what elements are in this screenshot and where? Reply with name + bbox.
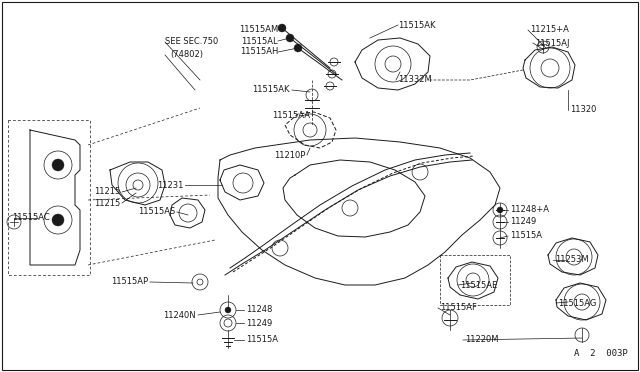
- Circle shape: [294, 44, 302, 52]
- Text: 11515AJ: 11515AJ: [535, 38, 570, 48]
- Circle shape: [286, 34, 294, 42]
- Text: SEE SEC.750: SEE SEC.750: [165, 38, 218, 46]
- Text: 11253M: 11253M: [555, 256, 589, 264]
- Text: 11515AE: 11515AE: [460, 280, 497, 289]
- Circle shape: [497, 207, 503, 213]
- Circle shape: [278, 24, 286, 32]
- Text: 11515AK: 11515AK: [398, 20, 435, 29]
- Text: 11249: 11249: [246, 318, 272, 327]
- Text: 11515AF: 11515AF: [440, 304, 477, 312]
- Text: 11210P: 11210P: [274, 151, 305, 160]
- Text: 11515AG: 11515AG: [558, 298, 596, 308]
- Text: 11215: 11215: [93, 199, 120, 208]
- Text: 11515AS: 11515AS: [138, 208, 175, 217]
- Text: 11215: 11215: [93, 187, 120, 196]
- Text: 11248+A: 11248+A: [510, 205, 549, 215]
- Circle shape: [52, 159, 64, 171]
- Text: 11515AM: 11515AM: [239, 26, 278, 35]
- Text: 11515A: 11515A: [510, 231, 542, 241]
- Text: 11332M: 11332M: [398, 76, 432, 84]
- Text: 11240N: 11240N: [163, 311, 196, 320]
- Circle shape: [52, 214, 64, 226]
- Text: 11515AL: 11515AL: [241, 36, 278, 45]
- Text: 11249: 11249: [510, 218, 536, 227]
- Text: 11320: 11320: [570, 106, 596, 115]
- Text: 11515AA: 11515AA: [272, 110, 310, 119]
- Text: 11231: 11231: [157, 180, 183, 189]
- Text: (74802): (74802): [170, 51, 203, 60]
- Text: 11515AP: 11515AP: [111, 278, 148, 286]
- Text: 11215+A: 11215+A: [530, 26, 569, 35]
- Text: 11515AC: 11515AC: [12, 214, 50, 222]
- Text: 11515A: 11515A: [246, 336, 278, 344]
- Text: 11515AH: 11515AH: [239, 48, 278, 57]
- Text: 11248: 11248: [246, 305, 273, 314]
- Text: 11515AK: 11515AK: [253, 86, 290, 94]
- Text: A  2  003P: A 2 003P: [574, 349, 628, 358]
- Text: 11220M: 11220M: [465, 336, 499, 344]
- Circle shape: [225, 307, 231, 313]
